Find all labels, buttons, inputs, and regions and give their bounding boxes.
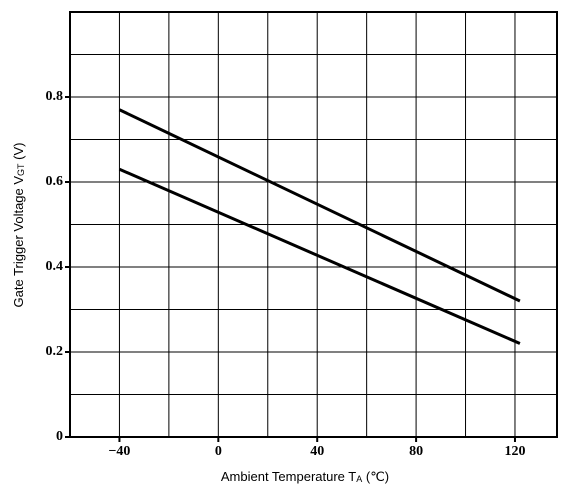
x-tick-label: 40 (310, 444, 324, 459)
y-tick-label: 0.4 (46, 259, 64, 274)
y-tick-label: 0 (56, 429, 63, 444)
y-tick-label: 0.2 (46, 344, 64, 359)
x-tick-label: −40 (108, 444, 130, 459)
x-tick-label: 80 (409, 444, 423, 459)
x-tick-label: 120 (504, 444, 525, 459)
y-axis-label: Gate Trigger Voltage VGT (V) (11, 143, 26, 308)
x-axis-label: Ambient Temperature TA (℃) (221, 469, 389, 484)
line (118, 108, 521, 303)
line (118, 167, 521, 345)
x-tick-label: 0 (215, 444, 222, 459)
plot-frame (69, 11, 558, 438)
y-tick-label: 0.8 (46, 89, 64, 104)
y-tick-label: 0.6 (46, 174, 64, 189)
